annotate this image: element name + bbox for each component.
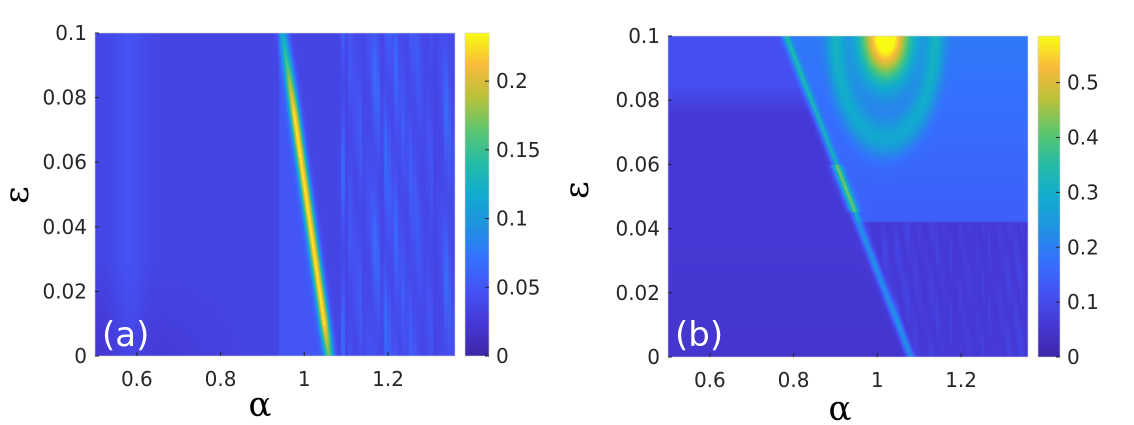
colorbar-ticks-b: 0 0.1 0.2 0.3 0.4 0.5 — [1056, 71, 1099, 369]
x-axis-label-b: α — [829, 389, 852, 425]
x-ticks-b: 0.6 0.8 1 1.2 — [694, 353, 977, 392]
y-tick-label: 0.04 — [42, 215, 87, 239]
axes-frame-b — [667, 35, 1029, 358]
y-axis-label-b: ε — [557, 181, 597, 199]
y-tick-label: 0 — [74, 344, 87, 368]
colorbar-ticks-a: 0 0.05 0.1 0.15 0.2 — [485, 69, 541, 368]
colorbar-b — [1037, 35, 1061, 358]
y-tick-label: 0.04 — [615, 217, 660, 241]
x-tick-label: 1 — [871, 368, 884, 392]
colorbar-tick-label: 0.2 — [496, 69, 528, 93]
axes-frame-a — [94, 32, 456, 357]
heatmap-b — [668, 36, 1028, 357]
x-ticks-a: 0.6 0.8 1 1.2 — [121, 352, 404, 391]
y-ticks-b: 0 0.02 0.04 0.06 0.08 0.1 — [615, 24, 672, 369]
x-tick-label: 1 — [298, 367, 311, 391]
y-tick-label: 0.02 — [42, 279, 87, 303]
y-axis-label-a: ε — [0, 186, 37, 204]
panel-label-a: (a) — [102, 315, 149, 355]
x-tick-label: 1.2 — [945, 368, 977, 392]
colorbar-tick-label: 0.15 — [496, 138, 541, 162]
x-tick-label: 0.8 — [205, 367, 237, 391]
colorbar-tick-label: 0.05 — [496, 275, 541, 299]
x-axis-label-a: α — [249, 385, 272, 425]
y-tick-label: 0.1 — [628, 24, 660, 48]
x-tick-label: 0.8 — [778, 368, 810, 392]
y-tick-label: 0.06 — [42, 150, 87, 174]
colorbar-tick-label: 0.2 — [1067, 235, 1099, 259]
y-tick-label: 0.1 — [55, 21, 87, 45]
panel-a: 0.6 0.8 1 1.2 00.020.040.060.080.1 (a) α ε … — [0, 21, 541, 425]
x-tick-label: 0.6 — [694, 368, 726, 392]
colorbar-a — [464, 32, 490, 357]
x-tick-label: 0.6 — [121, 367, 153, 391]
panel-b: 0.6 0.8 1 1.2 00.020.040.060.080.1 (b) α ε … — [557, 24, 1099, 425]
y-tick-label: 0.06 — [615, 152, 660, 176]
y-tick-label: 0.08 — [615, 88, 660, 112]
colorbar-tick-label: 0.1 — [496, 207, 528, 231]
colorbar-tick-label: 0 — [1067, 345, 1080, 369]
colorbar-tick-label: 0 — [496, 344, 509, 368]
heatmap-a — [95, 33, 455, 356]
x-tick-label: 1.2 — [372, 367, 404, 391]
colorbar-tick-label: 0.5 — [1067, 71, 1099, 95]
colorbar-tick-label: 0.3 — [1067, 180, 1099, 204]
y-tick-label: 0.02 — [615, 281, 660, 305]
colorbar-tick-label: 0.4 — [1067, 126, 1099, 150]
y-ticks-a: 0 0.02 0.04 0.06 0.08 0.1 — [42, 21, 99, 368]
panel-label-b: (b) — [675, 315, 723, 355]
y-tick-label: 0.08 — [42, 86, 87, 110]
colorbar-tick-label: 0.1 — [1067, 290, 1099, 314]
y-tick-label: 0 — [647, 345, 660, 369]
